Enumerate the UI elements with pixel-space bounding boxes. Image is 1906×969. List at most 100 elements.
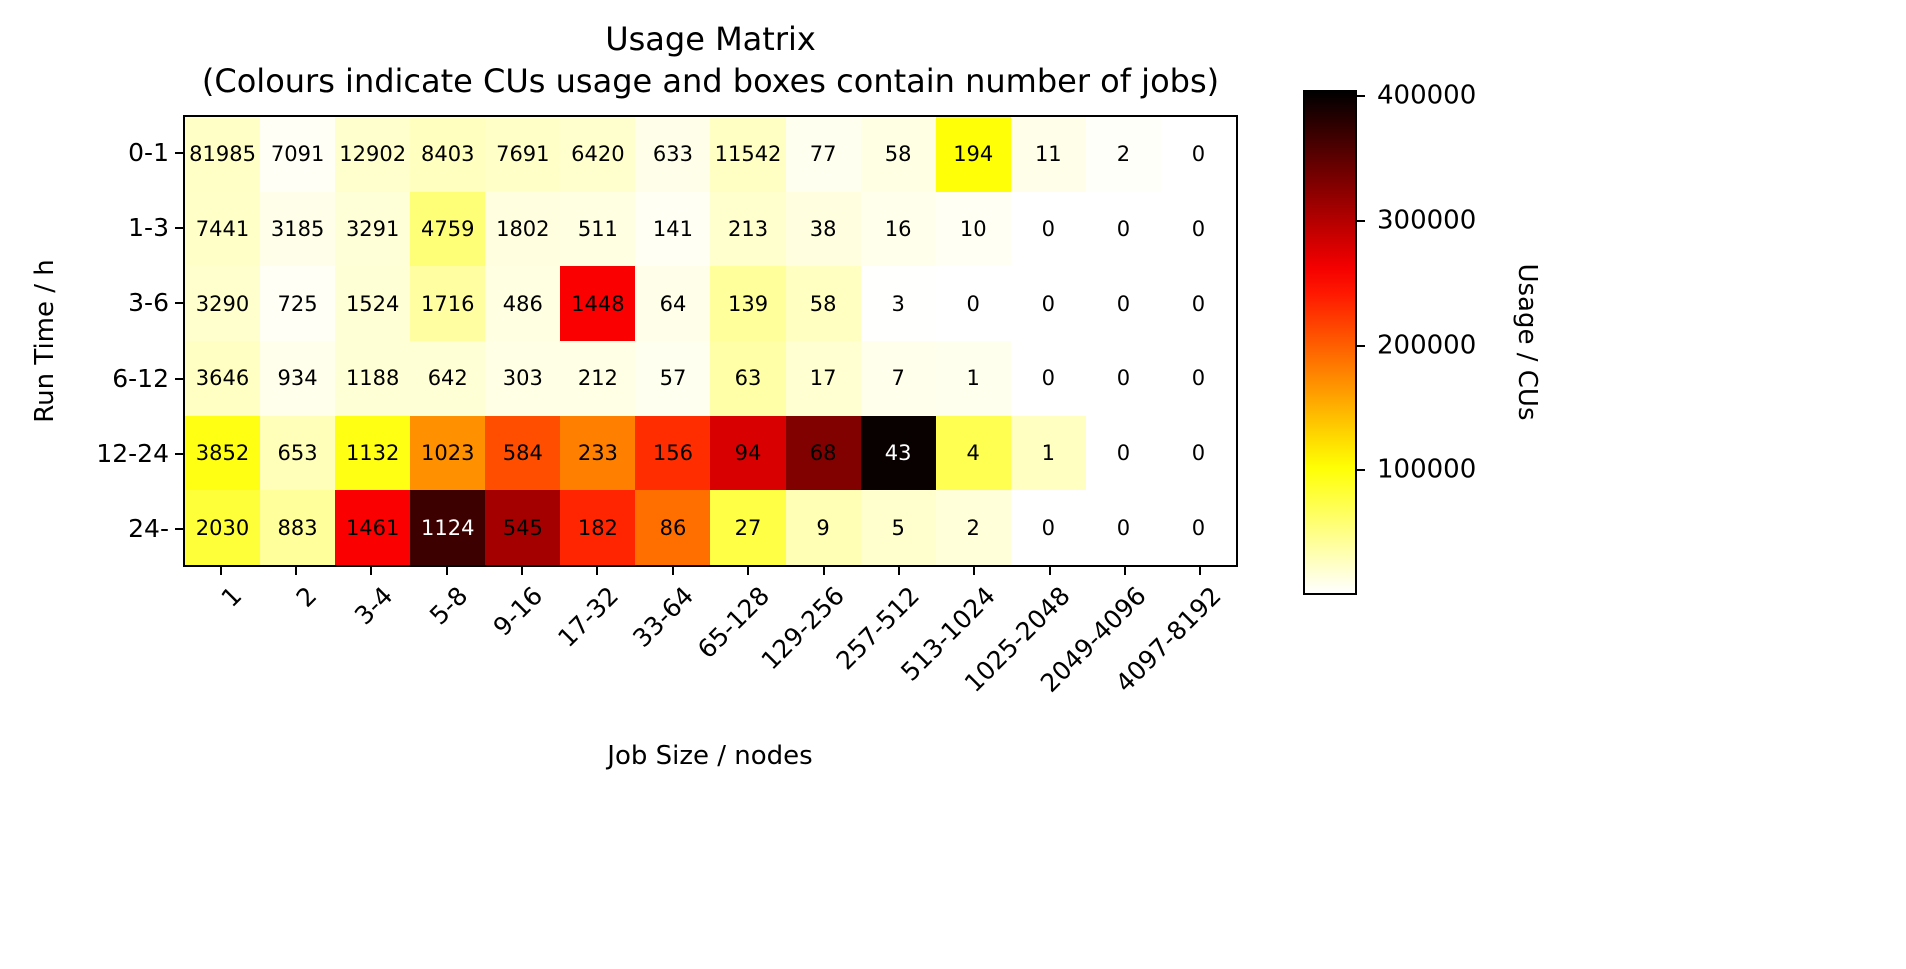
heatmap-cell: 0: [1085, 415, 1161, 491]
heatmap-cell: 9: [785, 490, 861, 565]
heatmap-cell: 0: [1160, 266, 1236, 341]
heatmap-cell: 17: [785, 340, 861, 416]
heatmap-cell: 7441: [185, 191, 261, 267]
heatmap-cell: 213: [710, 191, 786, 267]
heatmap-cell: 58: [785, 266, 861, 341]
heatmap-cell: 511: [560, 191, 636, 267]
chart-title: Usage Matrix (Colours indicate CUs usage…: [183, 18, 1238, 102]
heatmap-cell: 0: [1010, 340, 1086, 416]
x-axis-label: Job Size / nodes: [607, 741, 813, 771]
y-tick-label: 12-24: [96, 438, 169, 468]
heatmap-cell: 934: [260, 340, 336, 416]
heatmap-cell: 1: [935, 340, 1011, 416]
heatmap-cell: 0: [1160, 191, 1236, 267]
heatmap-cell: 7: [860, 340, 936, 416]
heatmap-cell: 5: [860, 490, 936, 565]
heatmap-cell: 43: [860, 415, 936, 491]
colorbar-tick-label: 300000: [1377, 205, 1477, 236]
heatmap-cell: 139: [710, 266, 786, 341]
heatmap-cell: 12902: [335, 117, 411, 192]
tick-mark: [521, 567, 524, 575]
tick-mark: [1357, 219, 1365, 222]
chart-title-line1: Usage Matrix: [605, 20, 816, 58]
heatmap-cell: 1023: [410, 415, 486, 491]
heatmap-cell: 642: [410, 340, 486, 416]
heatmap-cell: 0: [1010, 266, 1086, 341]
heatmap-cell: 94: [710, 415, 786, 491]
heatmap-cell: 1716: [410, 266, 486, 341]
heatmap-cell: 1132: [335, 415, 411, 491]
heatmap-cell: 64: [635, 266, 711, 341]
heatmap-cell: 0: [1085, 266, 1161, 341]
heatmap-cell: 633: [635, 117, 711, 192]
heatmap-cell: 1802: [485, 191, 561, 267]
heatmap-cell: 10: [935, 191, 1011, 267]
heatmap-cell: 486: [485, 266, 561, 341]
x-tick-label: 33-64: [627, 581, 700, 653]
heatmap-cell: 0: [1160, 117, 1236, 192]
heatmap-cell: 883: [260, 490, 336, 565]
y-axis-label: Run Time / h: [30, 259, 60, 423]
tick-mark: [1123, 567, 1126, 575]
heatmap-cell: 7091: [260, 117, 336, 192]
tick-mark: [1048, 567, 1051, 575]
colorbar-label: Usage / CUs: [1512, 263, 1542, 421]
heatmap-cell: 6420: [560, 117, 636, 192]
heatmap-cell: 11542: [710, 117, 786, 192]
x-tick-label: 129-256: [755, 581, 851, 676]
tick-mark: [671, 567, 674, 575]
tick-mark: [175, 151, 183, 154]
heatmap-cell: 58: [860, 117, 936, 192]
heatmap-cell: 653: [260, 415, 336, 491]
heatmap-cell: 0: [1085, 490, 1161, 565]
heatmap-cell: 0: [1160, 340, 1236, 416]
heatmap-cell: 303: [485, 340, 561, 416]
heatmap-cell: 1124: [410, 490, 486, 565]
heatmap-cell: 0: [1085, 191, 1161, 267]
tick-mark: [370, 567, 373, 575]
heatmap-cell: 0: [935, 266, 1011, 341]
heatmap-cell: 63: [710, 340, 786, 416]
heatmap-cell: 1524: [335, 266, 411, 341]
y-tick-label: 6-12: [112, 363, 169, 393]
heatmap-cell: 68: [785, 415, 861, 491]
heatmap-cell: 4: [935, 415, 1011, 491]
x-tick-label: 1: [215, 581, 248, 613]
x-tick-label: 3-4: [348, 581, 398, 631]
heatmap-cell: 2: [1085, 117, 1161, 192]
tick-mark: [973, 567, 976, 575]
heatmap-cell: 725: [260, 266, 336, 341]
tick-mark: [1357, 344, 1365, 347]
heatmap-cell: 1: [1010, 415, 1086, 491]
heatmap-cell: 4759: [410, 191, 486, 267]
heatmap-cell: 2: [935, 490, 1011, 565]
y-tick-label: 24-: [128, 514, 169, 544]
heatmap-cell: 141: [635, 191, 711, 267]
heatmap-cell: 584: [485, 415, 561, 491]
heatmap-cell: 3646: [185, 340, 261, 416]
heatmap-plot: 81985 7091 12902 8403 7691 6420 633 11542 77 58 19…: [183, 115, 1238, 567]
heatmap-cell: 182: [560, 490, 636, 565]
colorbar-tick-label: 100000: [1377, 454, 1477, 485]
tick-mark: [175, 528, 183, 531]
heatmap-cell: 3185: [260, 191, 336, 267]
heatmap-cell: 1461: [335, 490, 411, 565]
tick-mark: [897, 567, 900, 575]
heatmap-cell: 27: [710, 490, 786, 565]
heatmap-cell: 81985: [185, 117, 261, 192]
heatmap-cell: 0: [1010, 191, 1086, 267]
y-tick-label: 1-3: [128, 212, 169, 242]
heatmap-cell: 3: [860, 266, 936, 341]
heatmap-cell: 1188: [335, 340, 411, 416]
tick-mark: [175, 302, 183, 305]
x-tick-label: 9-16: [487, 581, 549, 642]
heatmap-cell: 38: [785, 191, 861, 267]
tick-mark: [822, 567, 825, 575]
heatmap-cell: 0: [1010, 490, 1086, 565]
chart-title-line2: (Colours indicate CUs usage and boxes co…: [201, 62, 1220, 100]
heatmap-cell: 545: [485, 490, 561, 565]
y-tick-label: 3-6: [128, 288, 169, 318]
tick-mark: [596, 567, 599, 575]
heatmap-cell: 7691: [485, 117, 561, 192]
